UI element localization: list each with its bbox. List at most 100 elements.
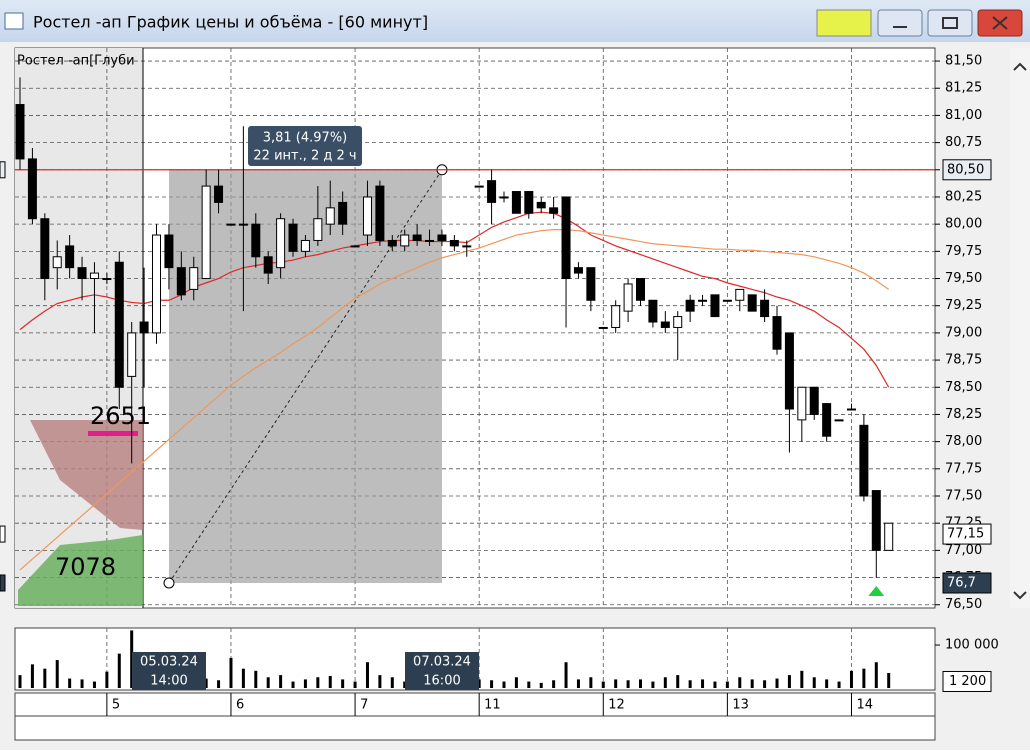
volume-bar — [763, 680, 767, 688]
minimize-button[interactable] — [877, 9, 923, 37]
cursor-date-box — [405, 652, 479, 690]
x-tick-label: 5 — [112, 698, 120, 713]
volume-bar — [564, 662, 568, 688]
price-label-box — [942, 572, 992, 594]
candle-body — [350, 245, 360, 248]
volume-bar — [477, 679, 481, 688]
candle-body — [499, 196, 509, 199]
volume-bar — [92, 681, 96, 688]
volume-bar — [266, 677, 270, 688]
profile-label: 7078 — [55, 553, 116, 581]
volume-bar — [204, 678, 208, 688]
scrollbar[interactable] — [1010, 48, 1030, 608]
candle-body — [412, 234, 422, 241]
candle-body — [536, 201, 546, 209]
y-tick-label: 78,75 — [945, 353, 982, 368]
x-tick-label: 14 — [856, 698, 873, 713]
candle-body — [884, 522, 894, 551]
y-tick-label: 81,00 — [945, 108, 982, 123]
y-tick-label: 81,25 — [945, 81, 982, 96]
candle-body — [214, 185, 224, 203]
measure-details: 22 инт., 2 д 2 ч — [253, 149, 356, 164]
volume-bar — [614, 679, 618, 688]
volume-bar — [43, 668, 47, 688]
x-tick-label: 6 — [236, 698, 244, 713]
candle-body — [834, 419, 844, 422]
x-tick-label: 12 — [608, 698, 625, 713]
candle-body — [152, 234, 162, 334]
candle-body — [809, 386, 819, 415]
candle-body — [40, 218, 50, 280]
candle-body — [189, 267, 199, 290]
volume-bar — [68, 678, 72, 688]
candle-body — [437, 234, 447, 241]
candle-body — [338, 201, 348, 225]
price-label-marker — [0, 574, 6, 592]
volume-bar — [514, 677, 518, 688]
candle-body — [15, 104, 25, 160]
measure-tooltip — [248, 126, 362, 166]
y-tick-label: 77,00 — [945, 543, 982, 558]
measure-start — [163, 577, 175, 589]
volume-bar — [55, 660, 59, 688]
volume-bar — [663, 677, 667, 688]
volume-bar — [130, 630, 134, 688]
price-panel — [14, 47, 936, 609]
y-tick-label: 76,50 — [945, 597, 982, 612]
candle-body — [400, 234, 410, 247]
candle-body — [673, 316, 683, 328]
candle-body — [487, 180, 497, 203]
volume-bar — [403, 681, 407, 688]
candle-body — [65, 245, 75, 269]
candle-body — [760, 299, 770, 318]
volume-bar — [701, 679, 705, 688]
volume-bar — [217, 680, 221, 688]
volume-tick-label: 100 000 — [945, 638, 999, 653]
link-button[interactable] — [816, 9, 872, 37]
volume-bar — [353, 681, 357, 688]
volume-bar — [254, 670, 258, 688]
panel-label: Ростел -ап[Глуби — [17, 54, 135, 69]
y-tick-label: 77,50 — [945, 489, 982, 504]
candle-body — [710, 294, 720, 318]
volume-bar — [738, 677, 742, 688]
volume-bar — [787, 675, 791, 688]
y-tick-label: 79,25 — [945, 298, 982, 313]
y-tick-label: 79,00 — [945, 325, 982, 340]
candle-body — [660, 321, 670, 328]
volume-bar — [18, 675, 22, 688]
candle-body — [747, 294, 757, 312]
y-tick-label: 81,50 — [945, 54, 982, 69]
profile-label: 2651 — [90, 402, 151, 430]
volume-bar — [30, 664, 34, 688]
cursor-date: 05.03.24 — [140, 655, 198, 670]
volume-bar — [688, 680, 692, 688]
volume-last-box — [942, 670, 992, 692]
candle-body — [722, 299, 732, 302]
volume-bar — [378, 675, 382, 688]
measure-text: 3,81 (4.97%) — [263, 131, 348, 146]
volume-bar — [576, 679, 580, 688]
candle-body — [474, 185, 484, 188]
price-label: 77,15 — [947, 527, 984, 542]
candle-body — [325, 207, 335, 225]
profile-upper — [30, 420, 143, 530]
volume-bar — [328, 675, 332, 688]
volume-bar — [874, 662, 878, 688]
moving-average — [19, 228, 890, 571]
volume-bar — [341, 679, 345, 688]
candle-body — [859, 424, 869, 497]
y-tick-label: 77,75 — [945, 461, 982, 476]
volume-bar — [825, 679, 829, 688]
candle-body — [114, 261, 124, 388]
volume-bar — [117, 653, 121, 688]
volume-bar — [291, 681, 295, 688]
volume-bar — [365, 662, 369, 688]
volume-bar — [676, 675, 680, 688]
volume-bar — [713, 681, 717, 688]
price-label-marker — [0, 525, 6, 543]
y-tick-label: 79,50 — [945, 271, 982, 286]
cursor-date: 07.03.24 — [413, 655, 471, 670]
maximize-button[interactable] — [927, 9, 973, 37]
candle-body — [846, 408, 856, 411]
